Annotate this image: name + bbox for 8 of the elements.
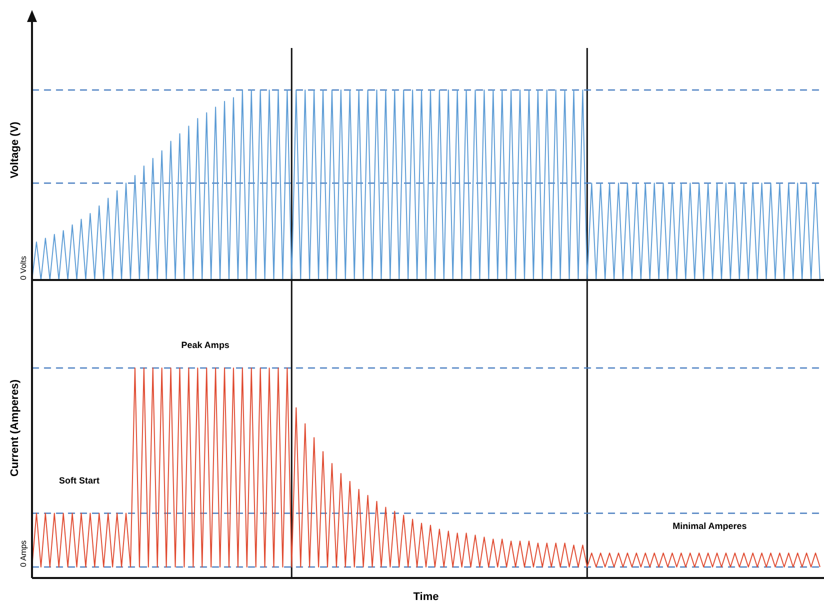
text: Peak Amps bbox=[181, 340, 230, 350]
annotation: Minimal Amperes bbox=[672, 521, 747, 532]
y-axis-title: Current (Amperes) bbox=[9, 379, 21, 477]
y-axis-title: Voltage (V) bbox=[9, 121, 21, 178]
x-axis-title: Time bbox=[413, 591, 439, 603]
text: 0 Amps bbox=[19, 540, 28, 567]
text: 0 Volts bbox=[19, 256, 28, 280]
annotation: Soft Start bbox=[59, 475, 100, 486]
